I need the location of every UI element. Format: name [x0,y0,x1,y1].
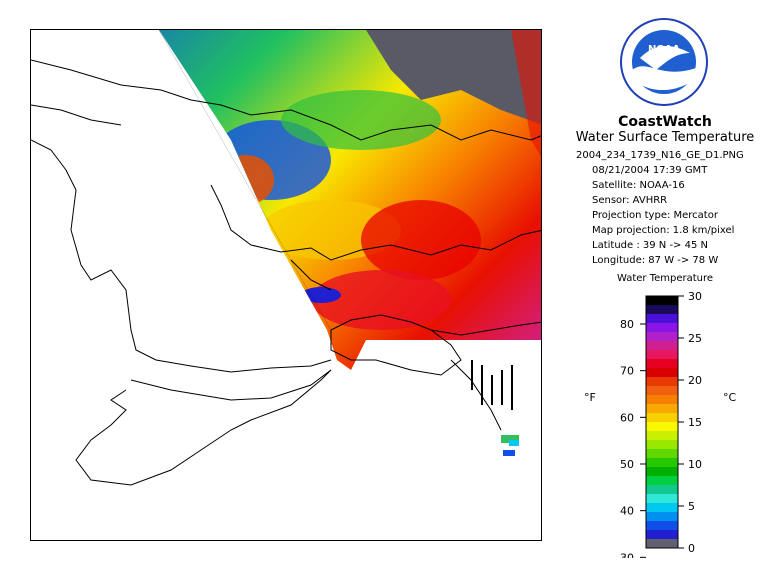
legend-color-swatch [646,386,678,396]
sst-swath [159,30,541,540]
legend-color-swatch [646,458,678,468]
celsius-tick-label: 0 [688,542,695,555]
legend-color-swatch [646,413,678,423]
celsius-tick-label: 10 [688,458,702,471]
legend-color-swatch [646,476,678,486]
legend-color-swatch [646,539,678,549]
satellite: Satellite: NOAA-16 [592,180,685,191]
legend-color-swatch [646,431,678,441]
legend-color-swatch [646,512,678,522]
legend-color-swatch [646,404,678,414]
map-projection: Map projection: 1.8 km/pixel [592,225,735,236]
legend-color-swatch [646,323,678,333]
fahrenheit-tick-label: 30 [620,551,634,558]
legend-color-swatch [646,332,678,342]
legend-color-swatch [646,377,678,387]
sensor: Sensor: AVHRR [592,195,668,206]
celsius-tick-label: 30 [688,290,702,303]
legend-title: Water Temperature [616,273,714,284]
fahrenheit-tick-label: 80 [620,318,634,331]
legend-color-swatch [646,530,678,540]
datetime: 08/21/2004 17:39 GMT [592,165,708,176]
legend-color-swatch [646,305,678,315]
logo-text: NOAA [648,44,680,55]
fahrenheit-tick-label: 40 [620,505,634,518]
noaa-logo: NOAA [620,18,708,106]
fahrenheit-tick-label: 70 [620,365,634,378]
satellite-map [30,29,542,541]
brand-title: CoastWatch [618,114,712,130]
legend-color-swatch [646,449,678,459]
map-canvas [31,30,541,540]
unit-fahrenheit: °F [584,391,596,404]
celsius-tick-label: 20 [688,374,702,387]
legend-color-swatch [646,485,678,495]
legend-color-swatch [646,395,678,405]
latitude: Latitude : 39 N -> 45 N [592,240,708,251]
filename: 2004_234_1739_N16_GE_D1.PNG [576,150,744,161]
celsius-tick-label: 25 [688,332,702,345]
legend-color-swatch [646,494,678,504]
info-panel: NOAA CoastWatch Water Surface Temperatur… [548,0,782,572]
legend-color-swatch [646,368,678,378]
celsius-tick-label: 5 [688,500,695,513]
longitude: Longitude: 87 W -> 78 W [592,255,719,266]
fahrenheit-tick-label: 50 [620,458,634,471]
legend-color-swatch [646,440,678,450]
lake-speckle [501,435,519,456]
legend-color-swatch [646,467,678,477]
coastline [31,59,541,486]
legend-color-swatch [646,341,678,351]
legend-color-swatch [646,314,678,324]
legend-color-swatch [646,422,678,432]
celsius-tick-label: 15 [688,416,702,429]
legend-color-swatch [646,350,678,360]
islands [471,360,513,410]
fahrenheit-tick-label: 60 [620,411,634,424]
projection-type: Projection type: Mercator [592,210,718,221]
legend-color-swatch [646,359,678,369]
legend-color-swatch [646,521,678,531]
product-title: Water Surface Temperature [575,130,755,145]
unit-celsius: °C [723,391,737,404]
legend-color-swatch [646,503,678,513]
legend-color-swatch [646,296,678,306]
